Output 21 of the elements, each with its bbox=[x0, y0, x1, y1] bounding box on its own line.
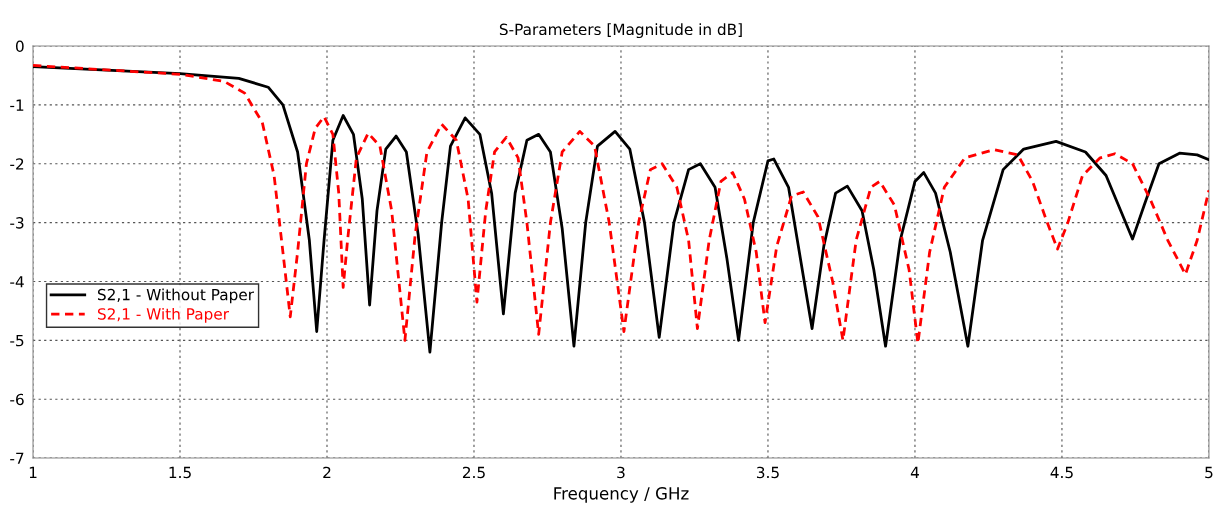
x-tick-label: 4.5 bbox=[1050, 466, 1073, 479]
x-tick-label: 2 bbox=[323, 466, 331, 478]
legend-label: S2,1 - With Paper bbox=[97, 307, 229, 323]
x-axis-title: Frequency / GHz bbox=[554, 487, 689, 503]
x-tick-label: 3.5 bbox=[756, 466, 779, 479]
x-tick-label: 2.5 bbox=[462, 466, 485, 479]
chart-title: S-Parameters [Magnitude in dB] bbox=[499, 23, 742, 39]
y-tick-label: -3 bbox=[10, 217, 24, 229]
y-tick-label: -7 bbox=[10, 452, 24, 464]
x-tick-label: 4 bbox=[910, 466, 919, 478]
y-tick-label: -2 bbox=[10, 158, 24, 170]
x-tick-label: 5 bbox=[1205, 466, 1213, 479]
x-tick-label: 1.5 bbox=[169, 466, 191, 479]
y-tick-label: 0 bbox=[15, 40, 24, 53]
y-tick-label: -1 bbox=[10, 99, 24, 111]
y-tick-label: -4 bbox=[10, 276, 24, 288]
y-tick-label: -5 bbox=[10, 335, 24, 347]
x-tick-label: 1 bbox=[29, 466, 37, 478]
x-tick-label: 3 bbox=[617, 466, 625, 479]
legend-label: S2,1 - Without Paper bbox=[97, 288, 254, 304]
y-tick-label: -6 bbox=[10, 393, 24, 406]
